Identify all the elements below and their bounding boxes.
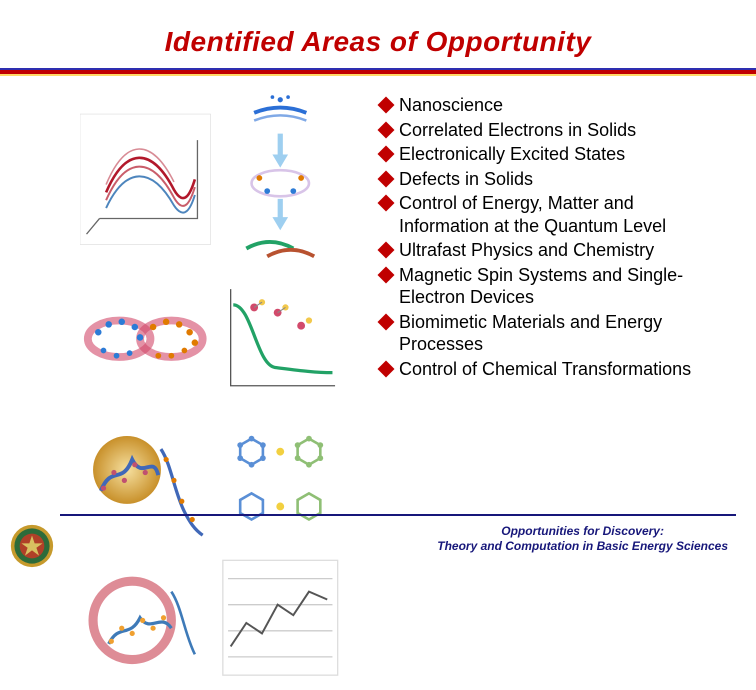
item-text: Control of Energy, Matter and Informatio… (399, 192, 720, 237)
item-text: Correlated Electrons in Solids (399, 119, 636, 142)
figure-1 (80, 92, 211, 267)
diamond-bullet-icon (378, 195, 395, 212)
diamond-bullet-icon (378, 242, 395, 259)
diamond-bullet-icon (378, 266, 395, 283)
list-item: Biomimetic Materials and Energy Processe… (380, 311, 720, 356)
list-item: Defects in Solids (380, 168, 720, 191)
item-text: Defects in Solids (399, 168, 533, 191)
diamond-bullet-icon (378, 170, 395, 187)
figure-3 (80, 271, 211, 407)
diamond-bullet-icon (378, 121, 395, 138)
item-text: Ultrafast Physics and Chemistry (399, 239, 654, 262)
figure-grid (80, 92, 345, 472)
org-seal-icon (10, 524, 54, 568)
item-text: Nanoscience (399, 94, 503, 117)
item-text: Magnetic Spin Systems and Single-Electro… (399, 264, 720, 309)
figure-2 (215, 92, 346, 267)
footer-text: Opportunities for Discovery: Theory and … (437, 524, 728, 554)
footer-rule (60, 514, 736, 516)
item-text: Biomimetic Materials and Energy Processe… (399, 311, 720, 356)
footer-line-2: Theory and Computation in Basic Energy S… (437, 539, 728, 554)
opportunity-list: Nanoscience Correlated Electrons in Soli… (380, 94, 720, 382)
diamond-bullet-icon (378, 360, 395, 377)
item-text: Electronically Excited States (399, 143, 625, 166)
figure-6 (215, 410, 346, 546)
list-item: Nanoscience (380, 94, 720, 117)
list-item: Electronically Excited States (380, 143, 720, 166)
item-text: Control of Chemical Transformations (399, 358, 691, 381)
slide-title: Identified Areas of Opportunity (0, 26, 756, 58)
figure-7 (80, 550, 211, 686)
underline-bar-bot (0, 74, 756, 76)
footer-line-1: Opportunities for Discovery: (437, 524, 728, 539)
list-item: Control of Chemical Transformations (380, 358, 720, 381)
list-item: Ultrafast Physics and Chemistry (380, 239, 720, 262)
figure-5 (80, 410, 211, 546)
list-item: Correlated Electrons in Solids (380, 119, 720, 142)
diamond-bullet-icon (378, 313, 395, 330)
diamond-bullet-icon (378, 97, 395, 114)
diamond-bullet-icon (378, 146, 395, 163)
list-item: Magnetic Spin Systems and Single-Electro… (380, 264, 720, 309)
figure-8 (215, 550, 346, 686)
list-item: Control of Energy, Matter and Informatio… (380, 192, 720, 237)
figure-4 (215, 271, 346, 407)
title-underline (0, 68, 756, 76)
